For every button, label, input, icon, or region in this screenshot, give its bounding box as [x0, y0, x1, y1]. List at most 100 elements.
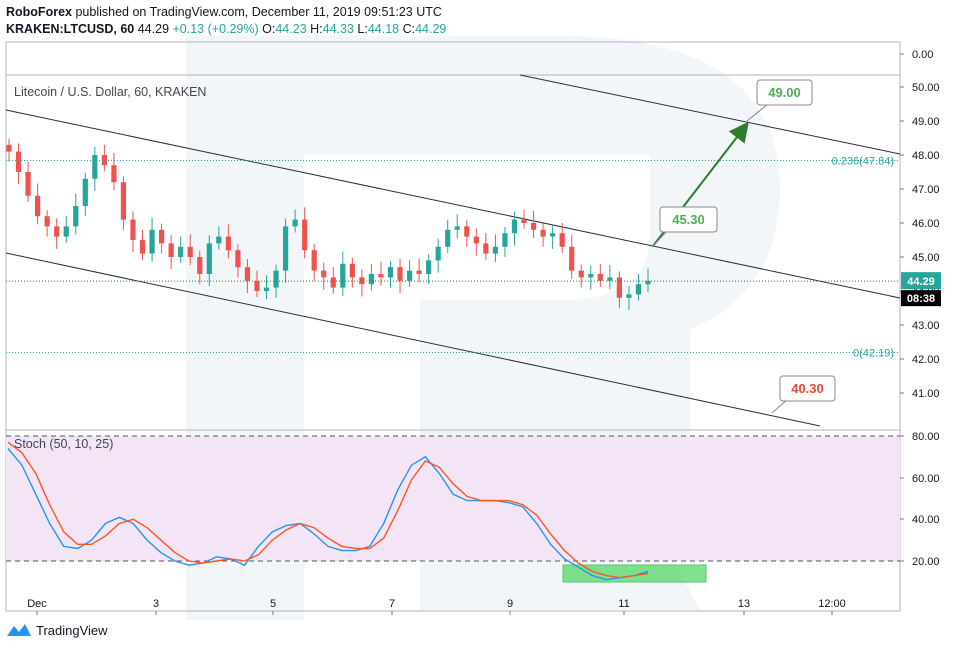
y-tick-label: 41.00	[912, 388, 940, 400]
candle-body	[530, 223, 537, 230]
candle-body	[502, 233, 508, 247]
x-tick-label: 5	[270, 598, 276, 610]
candle-body	[426, 260, 432, 274]
y-tick-label: 49.00	[912, 116, 940, 128]
candle-body	[550, 233, 556, 237]
publisher-name: RoboForex	[6, 5, 72, 19]
candle-body	[244, 267, 251, 281]
candle-body	[187, 246, 193, 257]
candle-body	[263, 287, 270, 291]
target-45-30: 45.30	[652, 206, 718, 247]
candle-body	[225, 236, 231, 251]
candle-body	[6, 144, 12, 152]
candle-body	[607, 277, 613, 281]
candles	[6, 138, 651, 311]
candle-body	[63, 226, 69, 237]
candle-body	[521, 219, 527, 223]
stoch-tick-label: 80.00	[912, 431, 940, 443]
low-label: L:	[357, 22, 368, 36]
candle-body	[254, 280, 260, 291]
stoch-tick-label: 40.00	[912, 514, 940, 526]
y-tick-label: 42.00	[912, 354, 940, 366]
y-tick-label: 45.00	[912, 252, 940, 264]
candle-body	[111, 165, 117, 183]
candle-body	[178, 246, 184, 257]
publish-line: RoboForex published on TradingView.com, …	[6, 4, 906, 21]
stoch-lines	[7, 441, 649, 581]
target-40-30-label: 40.30	[791, 381, 824, 396]
candle-body	[235, 250, 241, 268]
candle-body	[635, 284, 642, 295]
candle-body	[445, 229, 451, 247]
oversold-highlight	[562, 564, 707, 583]
candle-body	[130, 219, 136, 240]
open-value: 44.23	[275, 22, 307, 36]
candle-body	[368, 274, 375, 285]
candle-body	[197, 257, 203, 274]
x-tick-label: 3	[153, 598, 159, 610]
candle-body	[139, 240, 146, 254]
candle-body	[588, 274, 594, 278]
price-change: +0.13 (+0.29%)	[172, 22, 259, 36]
channel-lower-line	[5, 252, 821, 427]
open-label: O:	[262, 22, 276, 36]
close-label: C:	[402, 22, 416, 36]
candle-body	[645, 280, 651, 285]
y-tick-label: 46.00	[912, 218, 940, 230]
candle-body	[349, 263, 355, 278]
candle-body	[492, 246, 499, 254]
y-tick-label: 0.00	[912, 49, 933, 61]
candle-body	[82, 178, 88, 206]
countdown-badge-text: 08:38	[907, 293, 935, 305]
channel-target-line	[519, 74, 901, 155]
candle-body	[330, 277, 336, 288]
stoch-band-fill	[6, 436, 900, 561]
candle-body	[454, 226, 460, 230]
candle-body	[158, 229, 165, 244]
candle-body	[464, 226, 470, 237]
high-value: 44.33	[322, 22, 354, 36]
candle-body	[149, 229, 155, 254]
candle-body	[292, 219, 298, 227]
candle-body	[559, 233, 565, 247]
candle-body	[569, 246, 575, 271]
candle-body	[206, 243, 212, 274]
fib-label: 0.236(47.84)	[832, 155, 894, 167]
target-45-30-label: 45.30	[672, 212, 705, 227]
y-tick-label: 47.00	[912, 184, 940, 196]
y-tick-label: 48.00	[912, 150, 940, 162]
stoch-tick-label: 60.00	[912, 473, 940, 485]
x-tick-label: 11	[618, 598, 629, 610]
candle-body	[25, 172, 31, 196]
candle-body	[168, 243, 174, 257]
candle-body	[311, 250, 317, 271]
candle-body	[44, 216, 50, 227]
channel-upper-line	[5, 109, 901, 299]
low-value: 44.18	[367, 22, 400, 36]
y-tick-label: 43.00	[912, 320, 940, 332]
candle-body	[120, 182, 127, 220]
last-price: 44.29	[137, 22, 170, 36]
stoch-panel	[6, 435, 900, 583]
symbol-line: KRAKEN:LTCUSD, 60 44.29 +0.13 (+0.29%) O…	[6, 21, 906, 38]
candle-body	[359, 277, 365, 285]
x-tick-label: 7	[389, 598, 395, 610]
candle-body	[216, 236, 222, 244]
stoch-label: Stoch (50, 10, 25)	[14, 437, 113, 451]
countdown-badge	[901, 290, 941, 307]
candle-body	[35, 195, 41, 217]
stoch-tick-label: 20.00	[912, 556, 940, 568]
candle-body	[540, 229, 546, 237]
axes: 0.0050.0049.0048.0047.0046.0045.0044.004…	[27, 49, 941, 615]
footer: TradingView	[6, 622, 108, 638]
candle-body	[397, 267, 403, 281]
candle-body	[73, 206, 79, 227]
candle-body	[302, 219, 308, 251]
chart-title: Litecoin / U.S. Dollar, 60, KRAKEN	[14, 85, 206, 99]
published-text: published on TradingView.com, December 1…	[75, 5, 442, 19]
candle-body	[282, 226, 289, 271]
symbol-label: KRAKEN:LTCUSD, 60	[6, 22, 135, 36]
candle-body	[54, 226, 60, 237]
fib-label: 0(42.19)	[853, 348, 894, 360]
